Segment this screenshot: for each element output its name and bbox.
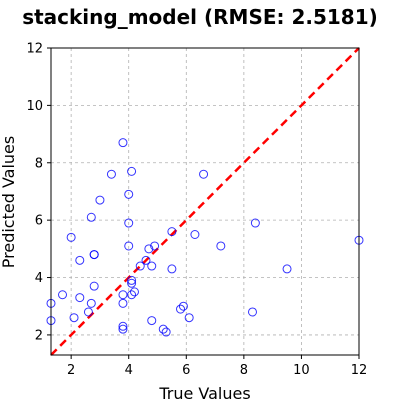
data-point [282, 264, 292, 274]
axis-ticks: 2 4 6 8 10 12 2 4 6 8 10 12 [26, 42, 367, 379]
data-point [66, 232, 76, 242]
y-tick-label: 12 [26, 42, 43, 57]
data-point [216, 241, 226, 251]
data-point [147, 316, 157, 326]
data-point [178, 301, 188, 311]
data-point [144, 244, 154, 254]
data-point [75, 293, 85, 303]
x-axis-label: True Values [158, 384, 250, 400]
data-point [124, 218, 134, 228]
data-point [250, 218, 260, 228]
data-point [124, 189, 134, 199]
data-point [141, 255, 151, 265]
y-tick-label: 6 [35, 214, 43, 229]
x-tick-label: 10 [293, 363, 310, 378]
data-point [150, 241, 160, 251]
data-point [127, 278, 137, 288]
data-point [86, 298, 96, 308]
x-tick-label: 4 [125, 363, 133, 378]
reference-line-layer [50, 47, 360, 356]
data-point [161, 327, 171, 337]
y-tick-label: 2 [35, 328, 43, 343]
data-point [106, 169, 116, 179]
data-point [129, 287, 139, 297]
data-point [58, 290, 68, 300]
data-point [167, 264, 177, 274]
data-point [118, 324, 128, 334]
data-point [147, 261, 157, 271]
data-point [176, 304, 186, 314]
data-point [167, 227, 177, 237]
data-point [95, 195, 105, 205]
y-axis-label: Predicted Values [0, 136, 18, 268]
chart-title: stacking_model (RMSE: 2.5181) [22, 5, 378, 29]
data-point [89, 281, 99, 291]
y-tick-label: 10 [26, 99, 43, 114]
x-tick-label: 2 [67, 363, 75, 378]
data-point [118, 321, 128, 331]
data-point [86, 212, 96, 222]
data-point [69, 313, 79, 323]
data-point [75, 255, 85, 265]
data-point [158, 324, 168, 334]
data-point [247, 307, 257, 317]
x-tick-label: 8 [240, 363, 248, 378]
x-tick-label: 12 [351, 363, 368, 378]
data-point [118, 138, 128, 148]
y-tick-label: 8 [35, 156, 43, 171]
data-point [127, 275, 137, 285]
data-point [118, 298, 128, 308]
plot-area-frame [50, 47, 360, 356]
data-point [124, 241, 134, 251]
data-points [46, 138, 364, 337]
reference-line [50, 47, 360, 356]
data-point [118, 290, 128, 300]
data-point [190, 229, 200, 239]
data-point [127, 166, 137, 176]
data-point [135, 261, 145, 271]
data-point [89, 250, 99, 260]
x-tick-label: 6 [182, 363, 190, 378]
y-tick-label: 4 [35, 271, 43, 286]
data-point [83, 307, 93, 317]
data-point [199, 169, 209, 179]
data-point [127, 290, 137, 300]
data-point [184, 313, 194, 323]
